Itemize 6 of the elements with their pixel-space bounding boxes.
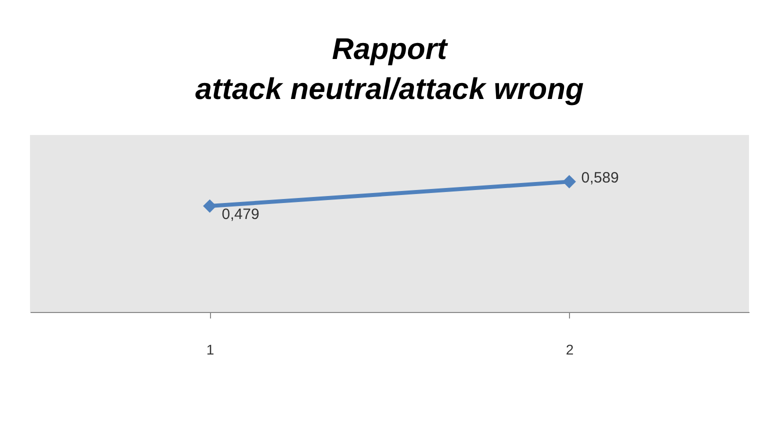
data-label: 0,589 — [581, 170, 619, 187]
data-label: 0,479 — [222, 206, 260, 224]
x-tick-label: 2 — [566, 342, 574, 358]
text: attack neutral/attack wrong — [195, 73, 584, 106]
text: Rapport — [332, 33, 447, 66]
x-tick-label: 1 — [206, 342, 214, 358]
